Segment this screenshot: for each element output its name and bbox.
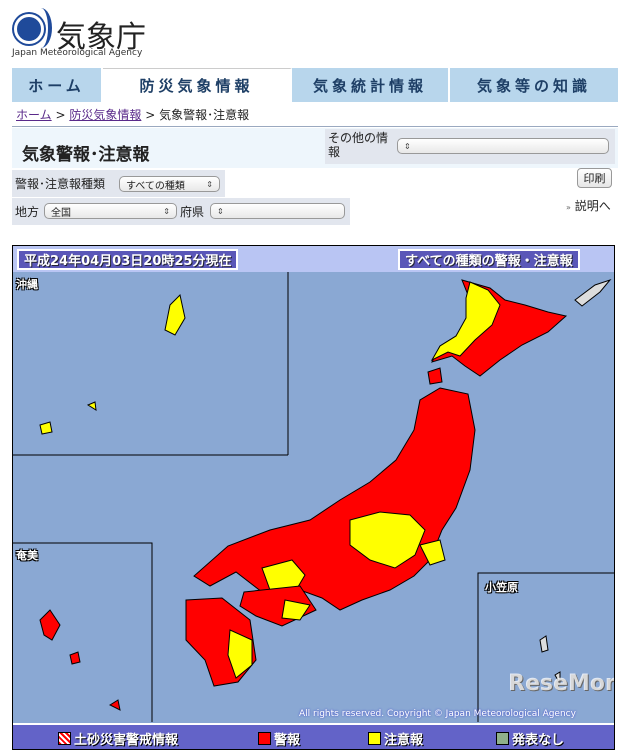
legend: 土砂災害警戒情報 警報 注意報 発表なし — [13, 723, 614, 749]
warning-map[interactable]: 平成24年04月03日20時25分現在 すべての種類の警報・注意報 沖縄 奄美 … — [12, 245, 615, 750]
jma-logo-icon[interactable] — [14, 14, 44, 44]
watermark: ReseMom — [508, 671, 614, 696]
legend-label: 発表なし — [512, 733, 565, 748]
red-swatch-icon — [258, 732, 271, 745]
chevron-right-icon: » — [566, 203, 571, 212]
honshu-red — [193, 387, 476, 611]
breadcrumb-disaster-info[interactable]: 防災気象情報 — [69, 108, 142, 122]
breadcrumb: ホーム > 防災気象情報 > 気象警報･注意報 — [16, 106, 249, 123]
type-label: 警報･注意報種類 — [15, 177, 106, 191]
print-button[interactable]: 印刷 — [577, 168, 612, 188]
map-timestamp: 平成24年04月03日20時25分現在 — [17, 249, 239, 270]
breadcrumb-separator: > — [145, 108, 156, 122]
chubu-yellow — [349, 511, 426, 569]
sado — [427, 367, 443, 385]
hokkaido-yellow — [430, 281, 501, 362]
explain-link-label: 説明へ — [574, 199, 611, 213]
okinawa-islands — [39, 293, 186, 435]
explain-link[interactable]: » 説明へ — [566, 197, 611, 214]
legend-label: 注意報 — [384, 733, 424, 748]
amami-islands — [39, 609, 121, 711]
legend-label: 土砂災害警戒情報 — [74, 733, 179, 748]
breadcrumb-separator: > — [55, 108, 66, 122]
tohoku-yellow — [419, 539, 446, 566]
kinki-yellow — [261, 559, 306, 593]
legend-landslide: 土砂災害警戒情報 — [58, 729, 178, 748]
map-kind: すべての種類の警報・注意報 — [398, 249, 580, 270]
ogasawara-islands — [539, 635, 561, 686]
region-select[interactable]: 全国 — [44, 203, 177, 219]
legend-none: 発表なし — [496, 729, 564, 748]
copyright: All rights reserved. Copyright © Japan M… — [299, 709, 576, 719]
page-title: 気象警報･注意報 — [22, 145, 150, 165]
hokkaido-red — [431, 279, 568, 377]
breadcrumb-home[interactable]: ホーム — [16, 108, 52, 122]
hatched-swatch-icon — [58, 732, 71, 745]
other-info-label: その他の情報 — [328, 131, 389, 159]
kuril — [574, 278, 612, 307]
breadcrumb-current: 気象警報･注意報 — [159, 108, 250, 122]
logo-text[interactable]: 気象庁 — [56, 20, 146, 55]
pref-select[interactable] — [210, 203, 345, 219]
tab-statistics[interactable]: 気象統計情報 — [292, 68, 450, 102]
divider — [12, 126, 618, 127]
pref-label: 府県 — [180, 205, 205, 219]
tab-home[interactable]: ホーム — [12, 68, 103, 102]
okinawa-label: 沖縄 — [16, 278, 38, 291]
logo-arc — [30, 8, 52, 48]
tab-disaster-info[interactable]: 防災気象情報 — [103, 68, 292, 102]
logo-subtitle: Japan Meteorological Agency — [12, 48, 143, 58]
type-select[interactable]: すべての種類 — [119, 176, 220, 192]
yellow-swatch-icon — [368, 732, 381, 745]
ogasawara-inset-border — [477, 572, 614, 722]
green-swatch-icon — [496, 732, 509, 745]
legend-warning: 警報 — [258, 729, 300, 748]
other-info-select[interactable] — [397, 138, 609, 154]
japan-map[interactable] — [13, 246, 614, 749]
legend-advisory: 注意報 — [368, 729, 423, 748]
shikoku-yellow — [281, 599, 311, 621]
kyushu-yellow — [227, 629, 253, 679]
amami-label: 奄美 — [16, 549, 38, 562]
region-label: 地方 — [15, 205, 40, 219]
ogasawara-label: 小笠原 — [485, 581, 518, 594]
tab-knowledge[interactable]: 気象等の知識 — [450, 68, 618, 102]
amami-inset-border — [13, 542, 153, 722]
legend-label: 警報 — [274, 733, 301, 748]
